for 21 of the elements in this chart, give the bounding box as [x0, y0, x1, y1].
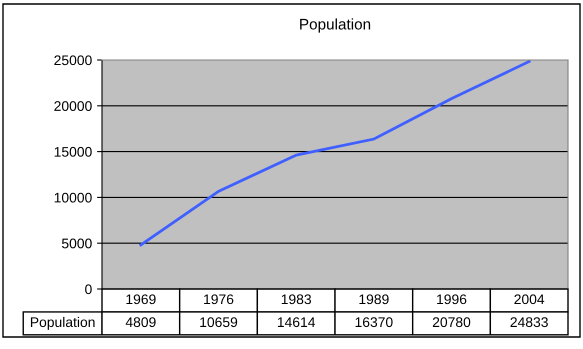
- y-tick-label: 0: [85, 284, 92, 294]
- y-tick-label: 20000: [54, 101, 92, 111]
- x-tick-label: 1996: [437, 294, 466, 304]
- y-tick-label: 15000: [54, 146, 92, 157]
- chart-title: Population: [300, 18, 370, 33]
- line-series: [139, 60, 531, 246]
- data-label: 20780: [432, 317, 470, 328]
- text: Population: [30, 316, 95, 330]
- x-tick-label: 1969: [126, 294, 156, 304]
- x-tick-label: 1976: [204, 294, 234, 304]
- y-tick-label: 25000: [54, 55, 92, 66]
- data-label: 4809: [126, 317, 156, 328]
- y-tick-label: 5000: [62, 238, 92, 248]
- x-tick-label: 1989: [359, 294, 389, 304]
- data-label: 14614: [278, 317, 316, 328]
- data-label: 16370: [356, 317, 393, 328]
- data-label: 10659: [200, 317, 238, 328]
- x-tick-label: 1983: [282, 294, 312, 304]
- x-tick-label: 2004: [514, 294, 544, 304]
- y-tick-label: 10000: [54, 192, 92, 203]
- data-label: 24833: [510, 317, 548, 328]
